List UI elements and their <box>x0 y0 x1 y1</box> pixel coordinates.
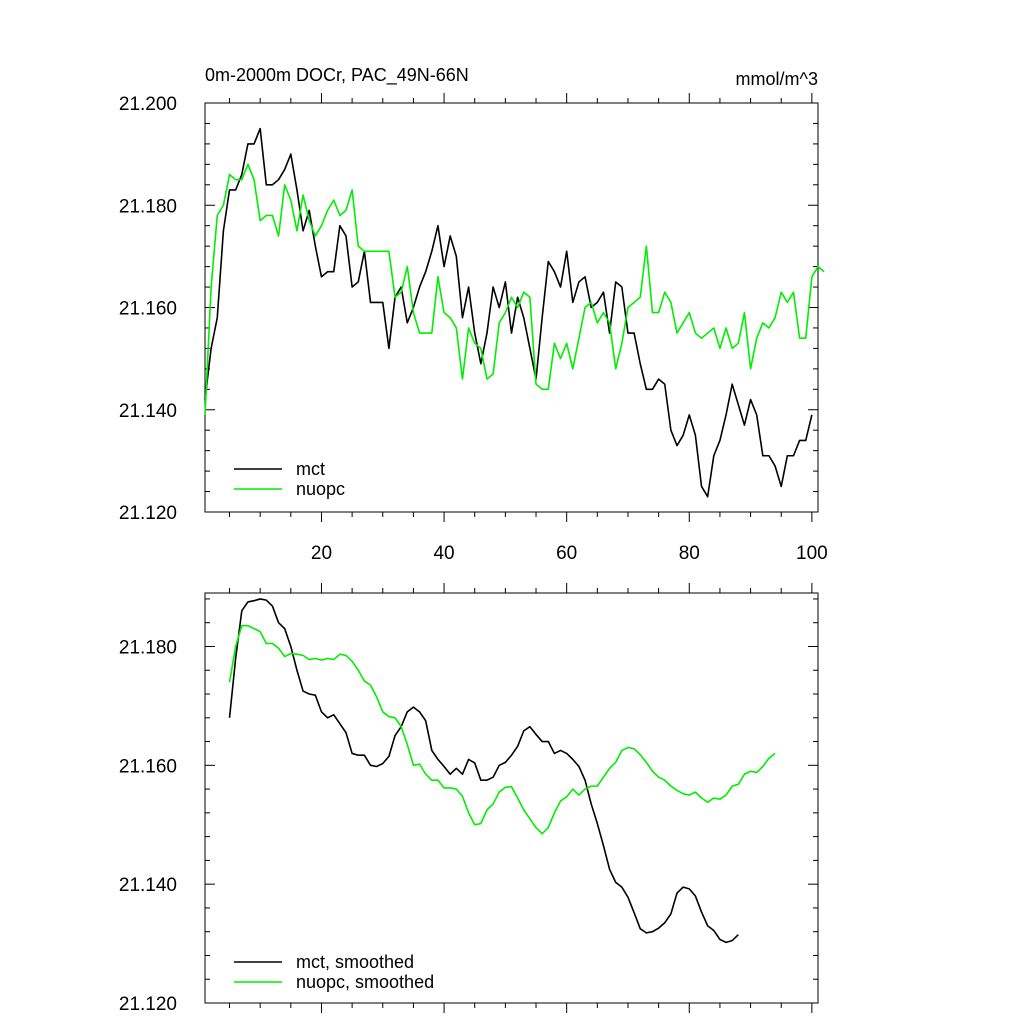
y-tick-label: 21.200 <box>119 94 177 115</box>
top-panel: 0m-2000m DOCr, PAC_49N-66N mmol/m^3 21.1… <box>119 65 828 564</box>
legend-label: nuopc, smoothed <box>296 972 434 992</box>
y-tick-label: 21.140 <box>119 875 177 896</box>
series-line <box>228 598 739 944</box>
x-tick-label: 60 <box>556 543 577 564</box>
x-tick-label: 20 <box>311 543 332 564</box>
legend-label: mct <box>296 459 325 479</box>
units-label: mmol/m^3 <box>736 69 818 89</box>
series-line <box>204 163 825 415</box>
y-tick-label: 21.120 <box>119 503 177 524</box>
y-tick-label: 21.160 <box>119 756 177 777</box>
series-line <box>204 127 813 498</box>
y-tick-label: 21.180 <box>119 637 177 658</box>
chart-title: 0m-2000m DOCr, PAC_49N-66N <box>205 65 469 86</box>
x-tick-label: 100 <box>796 543 828 564</box>
series-line <box>228 624 776 835</box>
series-lines <box>228 598 776 944</box>
series-lines <box>204 127 825 498</box>
axis-ticks: 21.120 21.140 21.160 21.180 21.200 20 40 60 80 10… <box>119 93 828 564</box>
x-tick-label: 80 <box>679 543 700 564</box>
y-tick-label: 21.140 <box>119 401 177 422</box>
y-tick-label: 21.120 <box>119 994 177 1015</box>
plot-frame <box>204 102 819 513</box>
axis-ticks: 21.120 21.140 21.160 21.180 <box>119 583 818 1015</box>
y-tick-label: 21.160 <box>119 299 177 320</box>
bottom-panel: 21.120 21.140 21.160 21.180 mct, smoothednu… <box>119 583 819 1015</box>
plot-frame <box>204 592 819 1004</box>
legend-label: nuopc <box>296 479 345 499</box>
legend-label: mct, smoothed <box>296 952 414 972</box>
x-tick-label: 40 <box>433 543 454 564</box>
y-tick-label: 21.180 <box>119 196 177 217</box>
